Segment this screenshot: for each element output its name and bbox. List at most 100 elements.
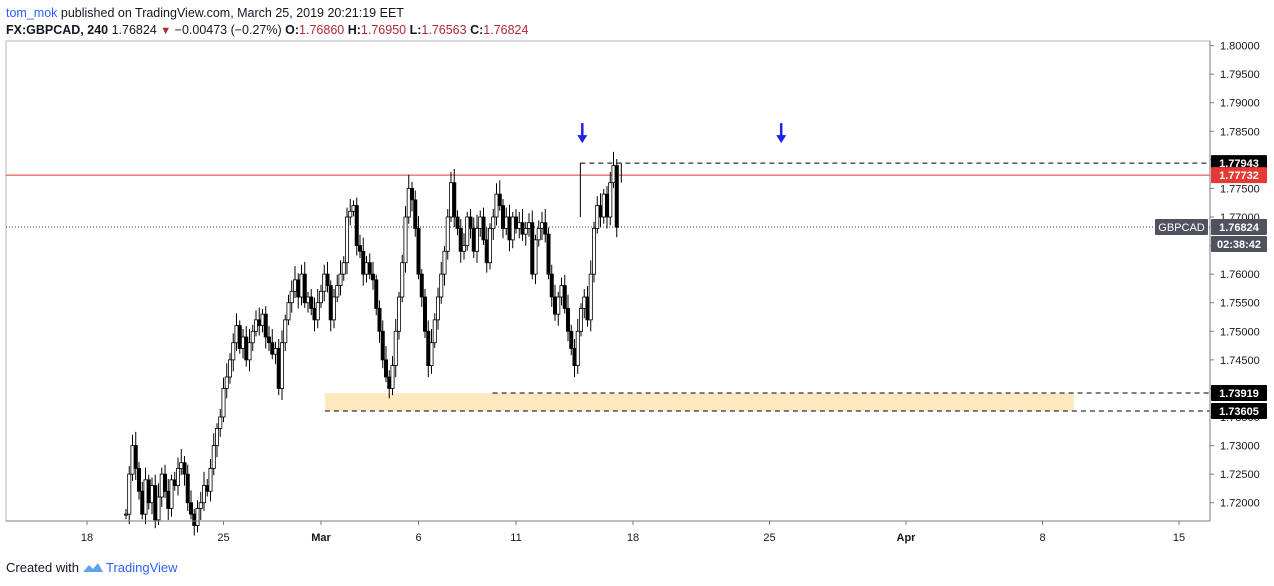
candle-body bbox=[185, 473, 190, 504]
candle-body bbox=[592, 228, 597, 275]
time-tick-label: 18 bbox=[627, 532, 639, 544]
candle-body bbox=[234, 325, 239, 344]
low-label: L: bbox=[409, 23, 422, 37]
candle-body bbox=[559, 285, 564, 298]
candle-body bbox=[426, 330, 431, 366]
level-badge bbox=[1211, 167, 1267, 184]
time-tick-label: 25 bbox=[217, 532, 229, 544]
candle-body bbox=[130, 445, 135, 475]
candle-body bbox=[478, 216, 483, 229]
candle-body bbox=[354, 205, 359, 246]
candle-body bbox=[211, 445, 216, 469]
candle-body bbox=[348, 210, 353, 218]
candle-body bbox=[481, 216, 486, 241]
candle-body bbox=[208, 468, 213, 492]
price-tick-label: 1.72500 bbox=[1220, 469, 1260, 481]
footer-branding: Created with TradingView bbox=[6, 560, 178, 576]
candle-body bbox=[445, 216, 450, 252]
candle-body bbox=[335, 285, 340, 298]
candle-body bbox=[400, 262, 405, 298]
candle-body bbox=[221, 388, 226, 418]
candle-body bbox=[439, 273, 444, 298]
candle-body bbox=[140, 490, 145, 515]
current-price-badge-text: 1.76824 bbox=[1219, 222, 1260, 234]
candle-body bbox=[169, 479, 174, 509]
candle-body bbox=[507, 216, 512, 241]
candle-body bbox=[595, 205, 600, 229]
tradingview-link[interactable]: TradingView bbox=[105, 560, 178, 575]
candle-body bbox=[166, 490, 171, 509]
symbol-label[interactable]: FX:GBPCAD, 240 bbox=[6, 23, 109, 37]
candle-body bbox=[416, 228, 421, 275]
candle-body bbox=[406, 188, 411, 218]
candle-body bbox=[286, 302, 291, 321]
candle-body bbox=[344, 216, 349, 264]
candle-body bbox=[182, 462, 187, 475]
candle-body bbox=[283, 319, 288, 344]
candle-body bbox=[305, 296, 310, 304]
candle-body bbox=[510, 216, 515, 241]
candle-body bbox=[572, 348, 577, 366]
candle-body bbox=[393, 330, 398, 366]
candle-body bbox=[566, 308, 571, 332]
candle-body bbox=[172, 479, 177, 486]
down-triangle-icon: ▼ bbox=[160, 25, 172, 37]
price-tick-label: 1.78500 bbox=[1220, 126, 1260, 138]
time-axis[interactable]: 18 25 Mar 6 11 18 25 Apr 8 15 bbox=[6, 520, 1210, 544]
candle-body bbox=[370, 273, 375, 281]
candle-body bbox=[605, 193, 610, 218]
candle-body bbox=[328, 285, 333, 321]
price-change: −0.00473 (−0.27%) bbox=[174, 23, 282, 37]
candle-body bbox=[546, 233, 551, 275]
candle-body bbox=[527, 222, 532, 229]
candle-body bbox=[514, 216, 519, 229]
open-value: 1.76860 bbox=[299, 23, 345, 37]
time-tick-label: 11 bbox=[510, 532, 521, 544]
price-tick-label: 1.75500 bbox=[1220, 298, 1260, 310]
candle-body bbox=[403, 216, 408, 264]
candle-body bbox=[413, 199, 418, 229]
price-tick-label: 1.72000 bbox=[1220, 498, 1260, 510]
price-axis[interactable]: 1.800001.795001.790001.785001.780001.775… bbox=[1209, 41, 1268, 521]
candle-body bbox=[338, 273, 343, 286]
candle-body bbox=[227, 359, 232, 378]
high-label: H: bbox=[347, 23, 361, 37]
candle-body bbox=[517, 222, 522, 229]
countdown-badge bbox=[1211, 236, 1267, 253]
candle-body bbox=[562, 285, 567, 309]
price-tick-label: 1.74500 bbox=[1220, 355, 1260, 367]
candle-body bbox=[273, 348, 278, 355]
publish-text: published on TradingView.com, March 25, … bbox=[57, 6, 404, 20]
candle-body bbox=[279, 342, 284, 389]
price-levels bbox=[6, 162, 1210, 412]
author-link[interactable]: tom_mok bbox=[6, 6, 58, 20]
candle-body bbox=[237, 325, 242, 349]
candle-body bbox=[582, 296, 587, 309]
candle-body bbox=[224, 376, 229, 389]
close-value: 1.76824 bbox=[483, 23, 529, 37]
countdown-badge-text: 02:38:42 bbox=[1217, 239, 1261, 251]
last-price: 1.76824 bbox=[111, 23, 157, 37]
candle-body bbox=[396, 296, 401, 332]
candle-body bbox=[458, 228, 463, 252]
candle-body bbox=[188, 502, 193, 515]
candle-body bbox=[247, 342, 252, 361]
candle-body bbox=[533, 239, 538, 275]
high-value: 1.76950 bbox=[360, 23, 407, 37]
candle-body bbox=[162, 473, 167, 492]
candle-body bbox=[468, 216, 473, 229]
candle-body bbox=[419, 273, 424, 298]
candle-body bbox=[299, 273, 304, 298]
time-tick-label: 8 bbox=[1039, 532, 1045, 544]
candle-body bbox=[432, 319, 437, 344]
candle-body bbox=[435, 296, 440, 321]
candle-body bbox=[530, 222, 535, 275]
candle-body bbox=[205, 485, 210, 492]
candle-body bbox=[218, 416, 223, 429]
candle-body bbox=[549, 273, 554, 298]
candle-body bbox=[614, 165, 619, 228]
candle-body bbox=[367, 262, 372, 275]
candle-body bbox=[159, 473, 164, 498]
candle-body bbox=[455, 216, 460, 229]
